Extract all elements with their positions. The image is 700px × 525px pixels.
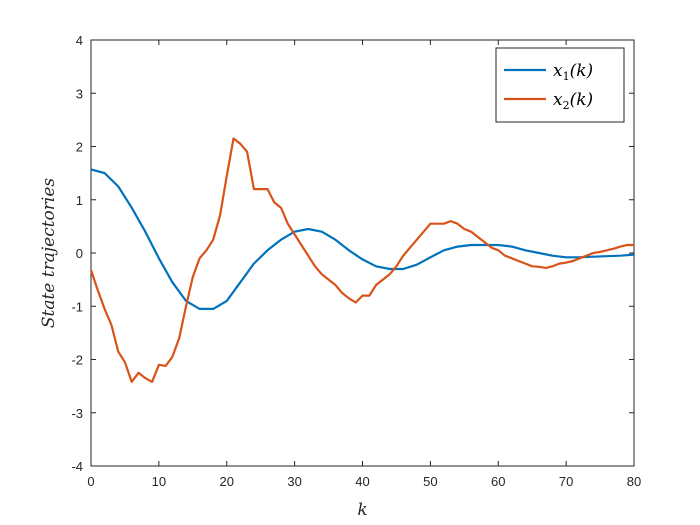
- y-tick-label: -1: [71, 299, 83, 314]
- y-tick-label: 2: [76, 140, 83, 155]
- legend-label-tail: (k): [570, 90, 594, 110]
- x-tick-label: 10: [152, 474, 166, 489]
- legend-label-1: x1(k): [553, 61, 593, 83]
- x-tick-label: 30: [287, 474, 301, 489]
- x-tick-label: 50: [423, 474, 437, 489]
- legend-label-tail: (k): [570, 61, 594, 81]
- y-tick-label: 4: [76, 33, 83, 48]
- legend-label-2: x2(k): [553, 90, 593, 112]
- y-tick-label: 0: [76, 246, 83, 261]
- y-tick-label: -3: [71, 406, 83, 421]
- x-tick-label: 70: [559, 474, 573, 489]
- x-tick-label: 0: [87, 474, 94, 489]
- legend-box: [495, 47, 625, 123]
- legend-label-main: x: [553, 90, 563, 110]
- x-axis-label: k: [357, 500, 367, 520]
- y-axis-label: State trajectories: [39, 178, 59, 329]
- x-tick-label: 20: [220, 474, 234, 489]
- legend-label-sub: 2: [563, 99, 570, 112]
- y-tick-label: 3: [76, 86, 83, 101]
- x-tick-label: 40: [355, 474, 369, 489]
- legend: x1(k)x2(k): [495, 47, 625, 123]
- legend-label-sub: 1: [563, 70, 570, 83]
- x-tick-label: 60: [491, 474, 505, 489]
- y-tick-label: 1: [76, 193, 83, 208]
- y-tick-label: -2: [71, 353, 83, 368]
- x-tick-label: 80: [627, 474, 641, 489]
- series-line-1: [90, 168, 635, 310]
- legend-label-main: x: [553, 61, 563, 81]
- y-tick-label: -4: [71, 459, 83, 474]
- series-line-2: [89, 137, 634, 383]
